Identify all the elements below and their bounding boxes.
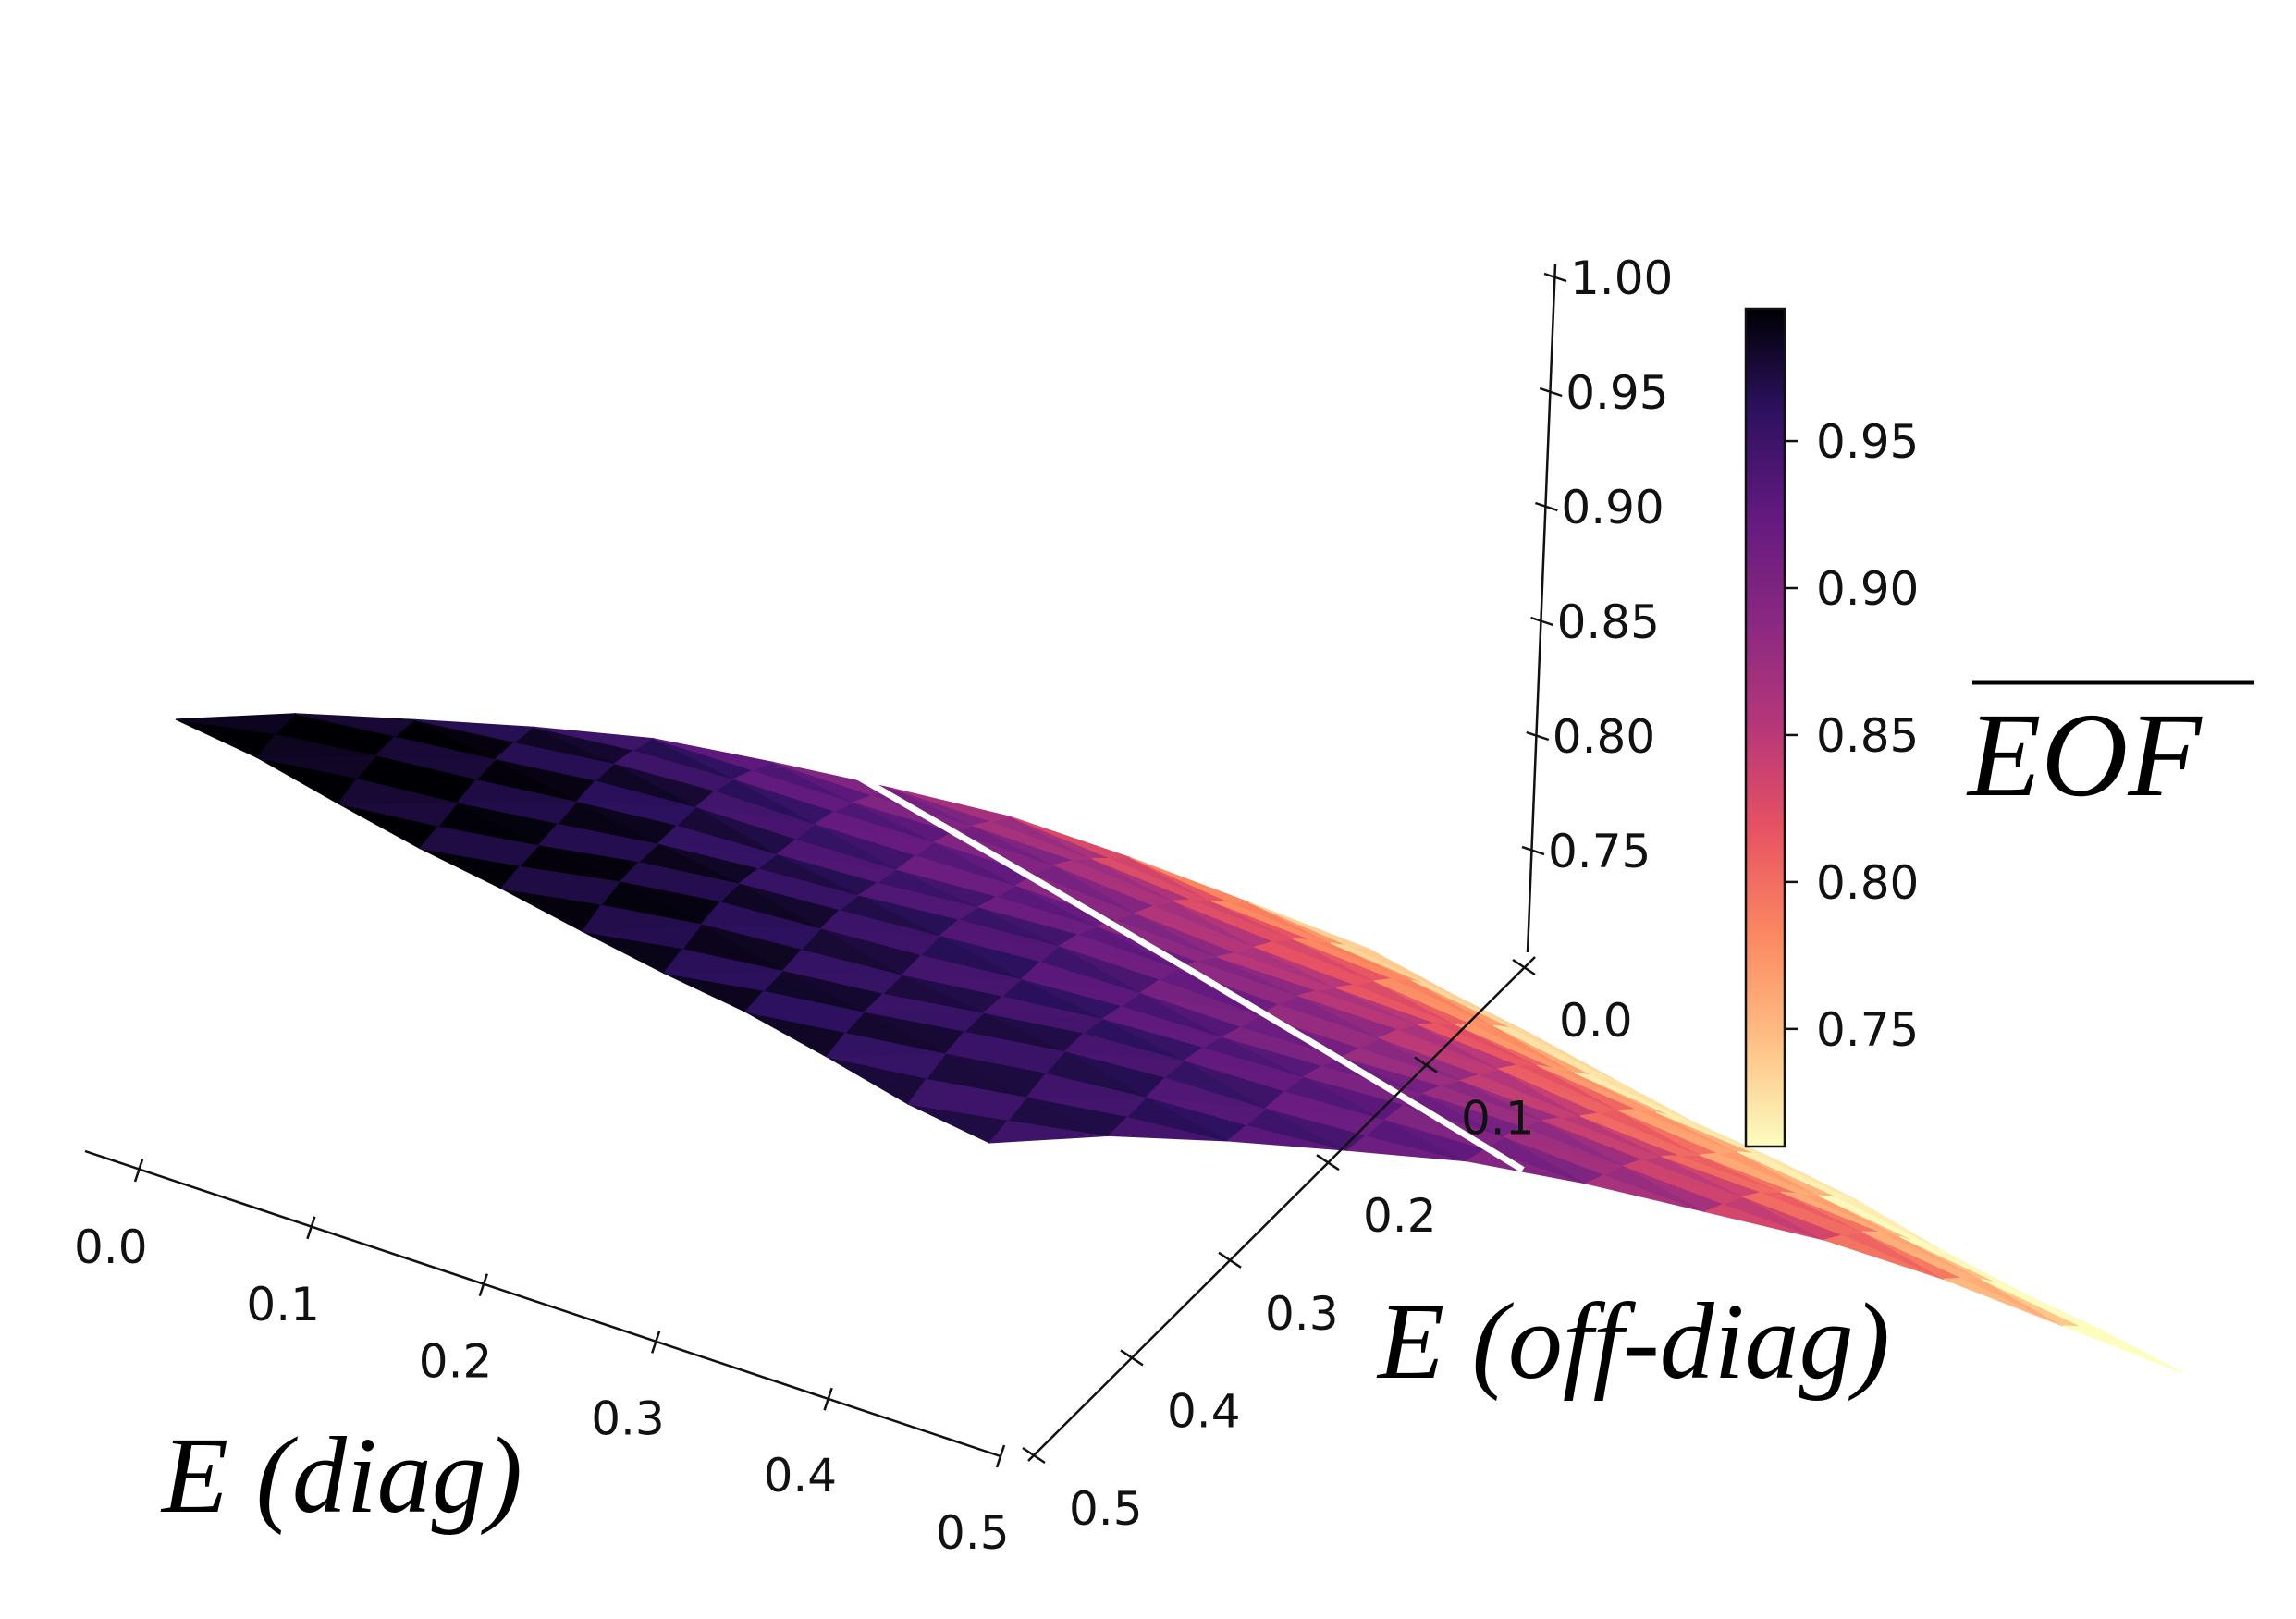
y-axis-line — [1027, 956, 1536, 1462]
z-tick-label: 0.95 — [1565, 366, 1668, 420]
x-tick-label: 0.3 — [591, 1392, 665, 1445]
x-axis-tick — [995, 1444, 1006, 1468]
surface-facet — [1129, 856, 1250, 903]
colorbar-gradient — [1744, 307, 1786, 1148]
contour-line — [856, 774, 1525, 1173]
y-tick-label: 0.5 — [1069, 1482, 1143, 1536]
y-axis-tick — [1512, 958, 1536, 976]
x-axis-tick — [823, 1387, 833, 1411]
z-tick-label: 0.90 — [1561, 481, 1664, 534]
y-tick-label: 0.4 — [1167, 1384, 1241, 1438]
colorbar-tick-label: 0.80 — [1816, 856, 1919, 910]
y-axis-label: E (off-diag) — [1376, 1281, 1890, 1402]
colorbar-label: EOF — [1966, 689, 2203, 822]
y-axis-tick — [1022, 1446, 1046, 1465]
x-axis-label: E (diag) — [160, 1415, 522, 1536]
surface-facet — [1010, 816, 1131, 860]
z-axis-line — [1526, 263, 1557, 953]
x-axis-tick — [478, 1273, 488, 1296]
y-axis-tick — [1218, 1251, 1242, 1269]
surface-facet — [1962, 1277, 2064, 1327]
x-axis-line — [84, 1149, 1001, 1458]
z-tick-label: 1.00 — [1570, 251, 1673, 305]
surface-facet — [1248, 901, 1369, 950]
colorbar-tick-label: 0.90 — [1816, 562, 1919, 616]
surface-facet — [652, 738, 775, 771]
x-tick-label: 0.0 — [74, 1220, 148, 1274]
z-axis-tick — [1535, 501, 1558, 512]
surface-facet — [890, 787, 1012, 822]
z-tick-label: 0.75 — [1548, 825, 1651, 878]
x-axis-tick — [651, 1331, 661, 1354]
z-tick-label: 0.80 — [1553, 710, 1655, 764]
surface-facet — [294, 713, 416, 737]
y-axis-tick — [1414, 1056, 1438, 1073]
x-tick-label: 0.2 — [419, 1335, 493, 1389]
x-tick-label: 0.4 — [764, 1449, 838, 1502]
y-tick-label: 0.1 — [1461, 1092, 1535, 1146]
x-axis-tick — [133, 1159, 144, 1183]
x-axis-tick — [306, 1216, 316, 1240]
z-axis-tick — [1521, 845, 1545, 856]
y-axis-tick — [1120, 1349, 1144, 1367]
y-tick-label: 0.3 — [1265, 1287, 1339, 1341]
surface-facet — [533, 726, 655, 751]
surface-facet — [175, 713, 297, 735]
z-axis-tick — [1543, 272, 1567, 283]
surface-facet — [2081, 1326, 2183, 1373]
z-axis-tick — [1539, 386, 1563, 398]
y-tick-label: 0.0 — [1559, 994, 1633, 1048]
colorbar: 0.75 0.80 0.85 0.90 0.95 — [1744, 307, 1919, 1148]
y-tick-label: 0.2 — [1363, 1189, 1437, 1243]
z-tick-label: 0.85 — [1557, 595, 1660, 649]
surface-facet — [413, 718, 535, 743]
surface-layer — [175, 713, 2183, 1373]
z-axis-tick — [1530, 616, 1553, 627]
y-axis-tick — [1316, 1154, 1340, 1171]
colorbar-tick-label: 0.95 — [1816, 415, 1919, 469]
contour-layer — [856, 774, 1525, 1173]
z-axis-tick — [1526, 730, 1550, 742]
colorbar-tick-label: 0.75 — [1816, 1003, 1919, 1057]
x-tick-label: 0.1 — [246, 1278, 320, 1331]
axes-layer: 0.0 0.1 0.2 0.3 0.4 0.5 0.0 0.1 0.2 0.3 0.4 0.5 0.75… — [74, 251, 1673, 1560]
colorbar-tick-label: 0.85 — [1816, 709, 1919, 763]
surface-facet — [2062, 1325, 2183, 1373]
x-tick-label: 0.5 — [936, 1506, 1010, 1560]
